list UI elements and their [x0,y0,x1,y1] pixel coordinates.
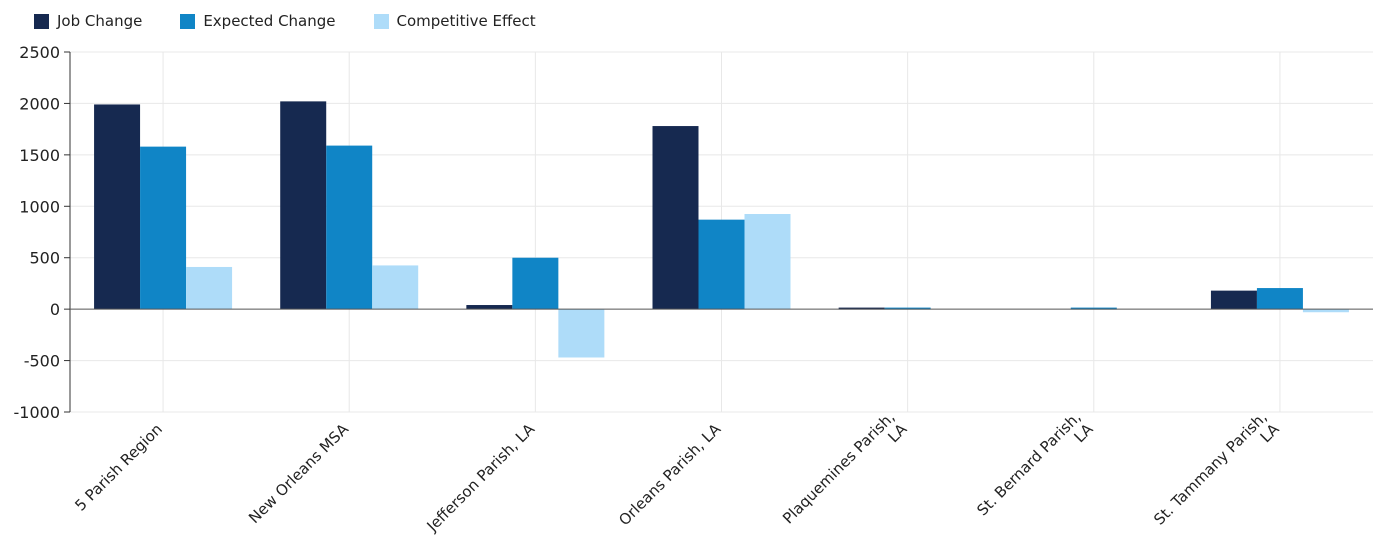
bar-expected-change[interactable] [1256,288,1303,310]
y-tick-label: 1000 [19,197,60,216]
bar-job-change[interactable] [280,101,327,310]
bar-competitive-effect[interactable] [1302,309,1349,313]
y-tick-label: 1500 [19,146,60,165]
chart-legend: Job Change Expected Change Competitive E… [34,12,574,30]
legend-item-job-change[interactable]: Job Change [34,12,142,30]
x-tick-label: St. Tammany Parish,LA [1150,408,1283,541]
legend-item-competitive-effect[interactable]: Competitive Effect [373,12,536,30]
bar-competitive-effect[interactable] [372,265,419,310]
x-tick-label: St. Bernard Parish,LA [973,408,1097,532]
bar-expected-change[interactable] [326,145,373,310]
legend-item-expected-change[interactable]: Expected Change [180,12,336,30]
y-tick-label: 0 [50,300,60,319]
bar-expected-change[interactable] [884,307,931,310]
legend-swatch-competitive-effect [373,13,389,29]
bar-job-change[interactable] [466,305,513,310]
y-tick-label: 2000 [19,94,60,113]
y-tick-label: -1000 [14,403,61,422]
y-tick-label: 500 [29,249,60,268]
legend-label-competitive-effect: Competitive Effect [396,12,536,30]
legend-swatch-expected-change [180,13,196,29]
bar-competitive-effect[interactable] [558,309,605,358]
y-tick-label: 2500 [19,43,60,62]
bar-job-change[interactable] [1210,290,1257,310]
x-tick-label: New Orleans MSA [245,420,352,527]
x-tick-label: Jefferson Parish, LA [423,420,539,536]
bar-expected-change[interactable] [140,146,187,310]
bar-expected-change[interactable] [512,257,559,310]
bar-expected-change[interactable] [1070,307,1117,310]
bar-job-change[interactable] [652,126,699,310]
bar-job-change[interactable] [838,307,885,310]
legend-label-job-change: Job Change [57,12,143,30]
bar-expected-change[interactable] [698,219,745,310]
x-tick-label: Plaquemines Parish,LA [779,408,911,540]
x-tick-label: 5 Parish Region [71,420,166,515]
legend-label-expected-change: Expected Change [203,12,336,30]
y-tick-label: -500 [24,352,60,371]
bar-competitive-effect[interactable] [186,266,233,310]
legend-swatch-job-change [34,13,49,29]
bar-competitive-effect[interactable] [744,214,791,310]
x-tick-label: Orleans Parish, LA [615,420,725,530]
bar-job-change[interactable] [94,104,141,310]
